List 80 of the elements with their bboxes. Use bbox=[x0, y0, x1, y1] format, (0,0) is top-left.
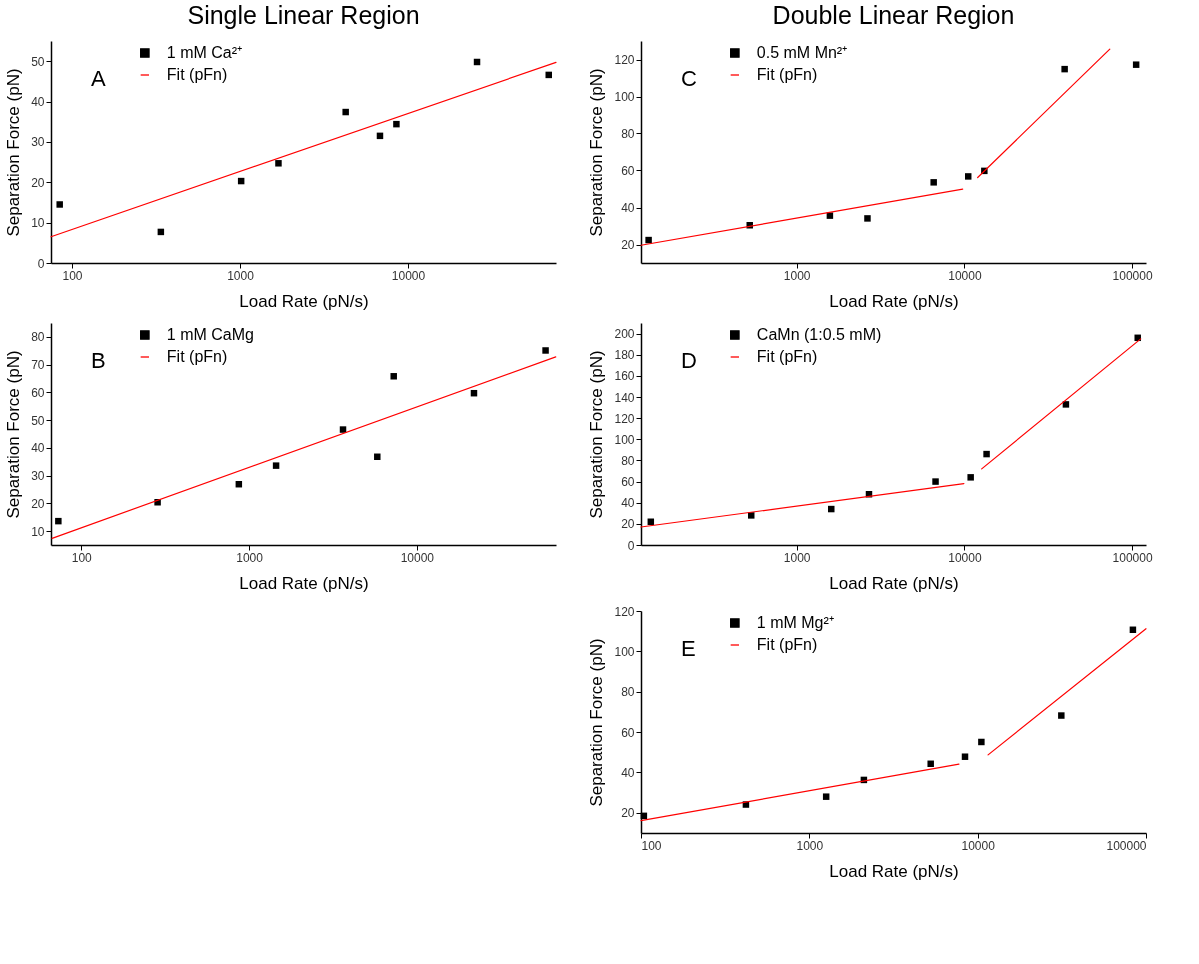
y-tick-label: 80 bbox=[621, 685, 635, 700]
y-tick-label: 0 bbox=[37, 256, 45, 271]
legend-label: Fit (pFn) bbox=[756, 636, 818, 653]
y-tick-label: 50 bbox=[31, 413, 45, 428]
annotation: E bbox=[681, 636, 696, 661]
x-tick-label: 10000 bbox=[961, 838, 996, 853]
y-tick-label: 30 bbox=[31, 469, 45, 484]
legend-label: 1 mM Ca²⁺ bbox=[166, 44, 243, 61]
annotation: A bbox=[91, 66, 106, 91]
x-axis-title: Load Rate (pN/s) bbox=[829, 861, 959, 881]
y-tick-label: 10 bbox=[31, 216, 45, 231]
y-tick-label: 60 bbox=[621, 725, 635, 740]
x-tick-label: 10000 bbox=[948, 268, 982, 283]
y-tick-label: 180 bbox=[614, 348, 635, 363]
y-tick-label: 70 bbox=[31, 358, 45, 373]
y-tick-label: 20 bbox=[621, 238, 635, 252]
chart-title: Single Linear Region bbox=[187, 1, 420, 29]
y-tick-label: 40 bbox=[31, 95, 45, 110]
y-axis-title: Separation Force (pN) bbox=[587, 350, 607, 519]
y-tick-label: 20 bbox=[31, 496, 45, 511]
y-tick-label: 100 bbox=[614, 432, 635, 447]
y-tick-label: 20 bbox=[31, 175, 45, 190]
y-tick-label: 80 bbox=[31, 330, 45, 345]
y-tick-label: 200 bbox=[614, 327, 635, 342]
y-tick-label: 20 bbox=[621, 517, 635, 532]
x-axis-title: Load Rate (pN/s) bbox=[239, 573, 369, 593]
annotation: D bbox=[681, 348, 697, 373]
y-tick-label: 40 bbox=[621, 496, 635, 511]
x-tick-label: 1000 bbox=[783, 268, 811, 283]
y-tick-label: 120 bbox=[614, 411, 635, 426]
x-tick-label: 1000 bbox=[796, 838, 824, 853]
y-tick-label: 40 bbox=[31, 441, 45, 456]
y-tick-label: 60 bbox=[621, 164, 635, 178]
y-tick-label: 100 bbox=[614, 90, 635, 104]
x-axis-title: Load Rate (pN/s) bbox=[829, 573, 959, 593]
x-axis-title: Load Rate (pN/s) bbox=[829, 291, 959, 311]
y-tick-label: 0 bbox=[627, 538, 635, 553]
legend-label: 0.5 mM Mn²⁺ bbox=[756, 44, 848, 61]
y-tick-label: 80 bbox=[621, 127, 635, 141]
y-tick-label: 60 bbox=[621, 475, 635, 490]
x-tick-label: 100 bbox=[62, 268, 83, 283]
y-axis-title: Separation Force (pN) bbox=[4, 350, 24, 519]
legend-label: 1 mM Mg²⁺ bbox=[756, 614, 834, 631]
x-tick-label: 10000 bbox=[391, 268, 426, 283]
x-tick-label: 10000 bbox=[400, 550, 435, 565]
legend-label: Fit (pFn) bbox=[166, 66, 228, 83]
y-tick-label: 100 bbox=[614, 644, 635, 659]
annotation: B bbox=[91, 348, 106, 373]
y-tick-label: 120 bbox=[614, 604, 635, 619]
y-tick-label: 40 bbox=[621, 765, 635, 780]
legend-label: Fit (pFn) bbox=[756, 66, 818, 83]
legend-label: Fit (pFn) bbox=[756, 348, 818, 365]
chart-title: Double Linear Region bbox=[772, 1, 1015, 29]
y-axis-title: Separation Force (pN) bbox=[4, 68, 24, 237]
legend-label: CaMn (1:0.5 mM) bbox=[756, 326, 882, 343]
y-tick-label: 140 bbox=[614, 390, 635, 405]
legend-label: 1 mM CaMg bbox=[166, 326, 254, 343]
y-tick-label: 40 bbox=[621, 201, 635, 215]
x-tick-label: 100 bbox=[71, 550, 93, 565]
x-tick-label: 100000 bbox=[1112, 268, 1153, 283]
annotation: C bbox=[681, 66, 697, 91]
x-tick-label: 1000 bbox=[783, 550, 811, 565]
y-axis-title: Separation Force (pN) bbox=[587, 68, 607, 237]
y-tick-label: 20 bbox=[621, 806, 635, 821]
x-tick-label: 10000 bbox=[948, 550, 982, 565]
y-axis-title: Separation Force (pN) bbox=[587, 638, 607, 807]
x-axis-title: Load Rate (pN/s) bbox=[239, 291, 369, 311]
legend-label: Fit (pFn) bbox=[166, 348, 228, 365]
y-tick-label: 50 bbox=[31, 54, 45, 69]
y-tick-label: 30 bbox=[31, 135, 45, 150]
x-tick-label: 100000 bbox=[1106, 838, 1147, 853]
y-tick-label: 60 bbox=[31, 385, 45, 400]
y-tick-label: 160 bbox=[614, 369, 635, 384]
y-tick-label: 80 bbox=[621, 453, 635, 468]
y-tick-label: 10 bbox=[31, 524, 45, 539]
x-tick-label: 1000 bbox=[227, 268, 255, 283]
y-tick-label: 120 bbox=[614, 53, 635, 67]
x-tick-label: 1000 bbox=[236, 550, 264, 565]
x-tick-label: 100000 bbox=[1112, 550, 1153, 565]
x-tick-label: 100 bbox=[641, 838, 662, 853]
